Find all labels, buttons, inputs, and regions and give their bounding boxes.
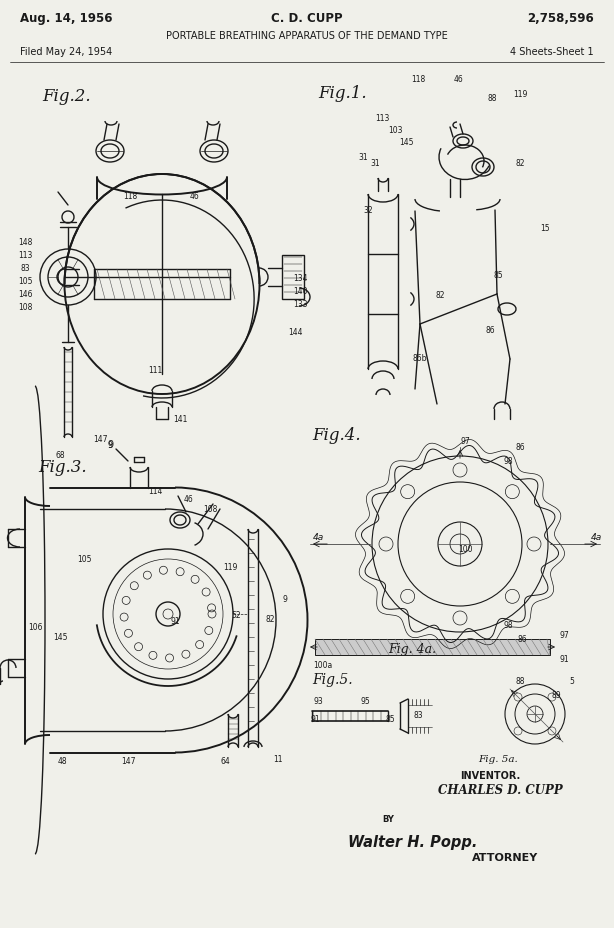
Text: 88: 88 — [515, 677, 525, 686]
Text: 85: 85 — [493, 270, 503, 279]
Text: 86: 86 — [485, 325, 495, 334]
Text: 147: 147 — [121, 756, 135, 766]
Text: 118: 118 — [411, 74, 425, 84]
Text: 86: 86 — [517, 635, 527, 644]
Text: 97: 97 — [559, 631, 569, 639]
Text: 64: 64 — [220, 756, 230, 766]
Text: 113: 113 — [18, 251, 32, 259]
Text: Fig.5.: Fig.5. — [312, 672, 352, 687]
Text: 145: 145 — [53, 633, 68, 642]
Text: 144: 144 — [288, 328, 302, 336]
Text: 106: 106 — [28, 622, 42, 631]
Text: 108: 108 — [18, 303, 32, 311]
Text: 98: 98 — [503, 620, 513, 629]
Text: ATTORNEY: ATTORNEY — [472, 852, 538, 862]
Text: 86b: 86b — [413, 354, 427, 362]
Text: Filed May 24, 1954: Filed May 24, 1954 — [20, 47, 112, 57]
Text: 9: 9 — [282, 595, 287, 604]
Text: 31: 31 — [358, 152, 368, 161]
Text: 46: 46 — [453, 74, 463, 84]
Text: 119: 119 — [223, 563, 237, 572]
Text: CHARLES D. CUPP: CHARLES D. CUPP — [438, 783, 562, 796]
Text: Fig.4.: Fig.4. — [312, 426, 360, 443]
Text: 105: 105 — [18, 277, 33, 285]
Text: INVENTOR.: INVENTOR. — [460, 770, 520, 780]
Text: Fig. 4a.: Fig. 4a. — [388, 643, 436, 656]
Text: 119: 119 — [513, 89, 527, 98]
Text: 95: 95 — [360, 697, 370, 705]
Text: 91: 91 — [559, 655, 569, 664]
Text: 113: 113 — [375, 113, 389, 122]
Text: 100a: 100a — [313, 660, 333, 669]
Text: 15: 15 — [540, 224, 550, 232]
Text: 9: 9 — [107, 440, 112, 449]
Text: 82: 82 — [435, 290, 445, 299]
Text: C. D. CUPP: C. D. CUPP — [271, 11, 343, 24]
Text: 146: 146 — [18, 290, 33, 298]
Text: 9: 9 — [107, 440, 113, 449]
Text: Walter H. Popp.: Walter H. Popp. — [348, 834, 477, 850]
Text: 103: 103 — [388, 125, 402, 135]
Text: 111: 111 — [148, 365, 162, 374]
Text: 4 Sheets-Sheet 1: 4 Sheets-Sheet 1 — [510, 47, 594, 57]
Text: Aug. 14, 1956: Aug. 14, 1956 — [20, 11, 112, 24]
Text: 98: 98 — [503, 457, 513, 466]
Text: Fig.1.: Fig.1. — [318, 84, 367, 101]
Text: 48: 48 — [57, 756, 67, 766]
Text: 5: 5 — [570, 677, 575, 686]
Text: 2,758,596: 2,758,596 — [527, 11, 594, 24]
Text: 133: 133 — [293, 299, 307, 308]
Text: 108: 108 — [203, 505, 217, 514]
Bar — [315, 639, 550, 655]
Text: 83: 83 — [413, 711, 423, 720]
Text: 11: 11 — [273, 754, 283, 764]
Text: 82: 82 — [265, 615, 274, 624]
Bar — [282, 256, 304, 300]
Text: 31: 31 — [370, 159, 380, 167]
Text: 148: 148 — [18, 238, 32, 246]
Text: 105: 105 — [77, 555, 91, 564]
Text: 89: 89 — [551, 690, 561, 700]
Text: 32: 32 — [363, 205, 373, 214]
Text: 93: 93 — [313, 697, 323, 705]
Text: 52: 52 — [231, 610, 241, 619]
Text: 97: 97 — [460, 437, 470, 446]
Text: 82: 82 — [515, 159, 525, 167]
Text: Fig.3.: Fig.3. — [38, 459, 87, 476]
Text: 100: 100 — [458, 544, 472, 553]
Text: 4a: 4a — [313, 532, 324, 541]
Text: 46: 46 — [189, 191, 199, 200]
Text: 118: 118 — [123, 191, 137, 200]
Text: 114: 114 — [148, 487, 162, 496]
Text: 86: 86 — [515, 443, 525, 452]
Text: BY: BY — [382, 815, 394, 824]
Text: 91: 91 — [310, 715, 320, 724]
Text: 140: 140 — [293, 286, 307, 295]
Text: 4a: 4a — [591, 532, 602, 541]
Text: 147: 147 — [93, 435, 107, 444]
Text: 68: 68 — [55, 450, 65, 459]
Text: 145: 145 — [398, 137, 413, 147]
Text: 46: 46 — [183, 495, 193, 504]
Text: 134: 134 — [293, 273, 307, 282]
Text: 83: 83 — [20, 264, 30, 272]
Text: 141: 141 — [173, 415, 187, 424]
Text: PORTABLE BREATHING APPARATUS OF THE DEMAND TYPE: PORTABLE BREATHING APPARATUS OF THE DEMA… — [166, 31, 448, 41]
Text: Fig. 5a.: Fig. 5a. — [478, 754, 518, 764]
Text: 88: 88 — [488, 94, 497, 102]
Text: Fig.2.: Fig.2. — [42, 87, 91, 104]
Text: 91: 91 — [170, 617, 180, 625]
Text: 85: 85 — [385, 715, 395, 724]
